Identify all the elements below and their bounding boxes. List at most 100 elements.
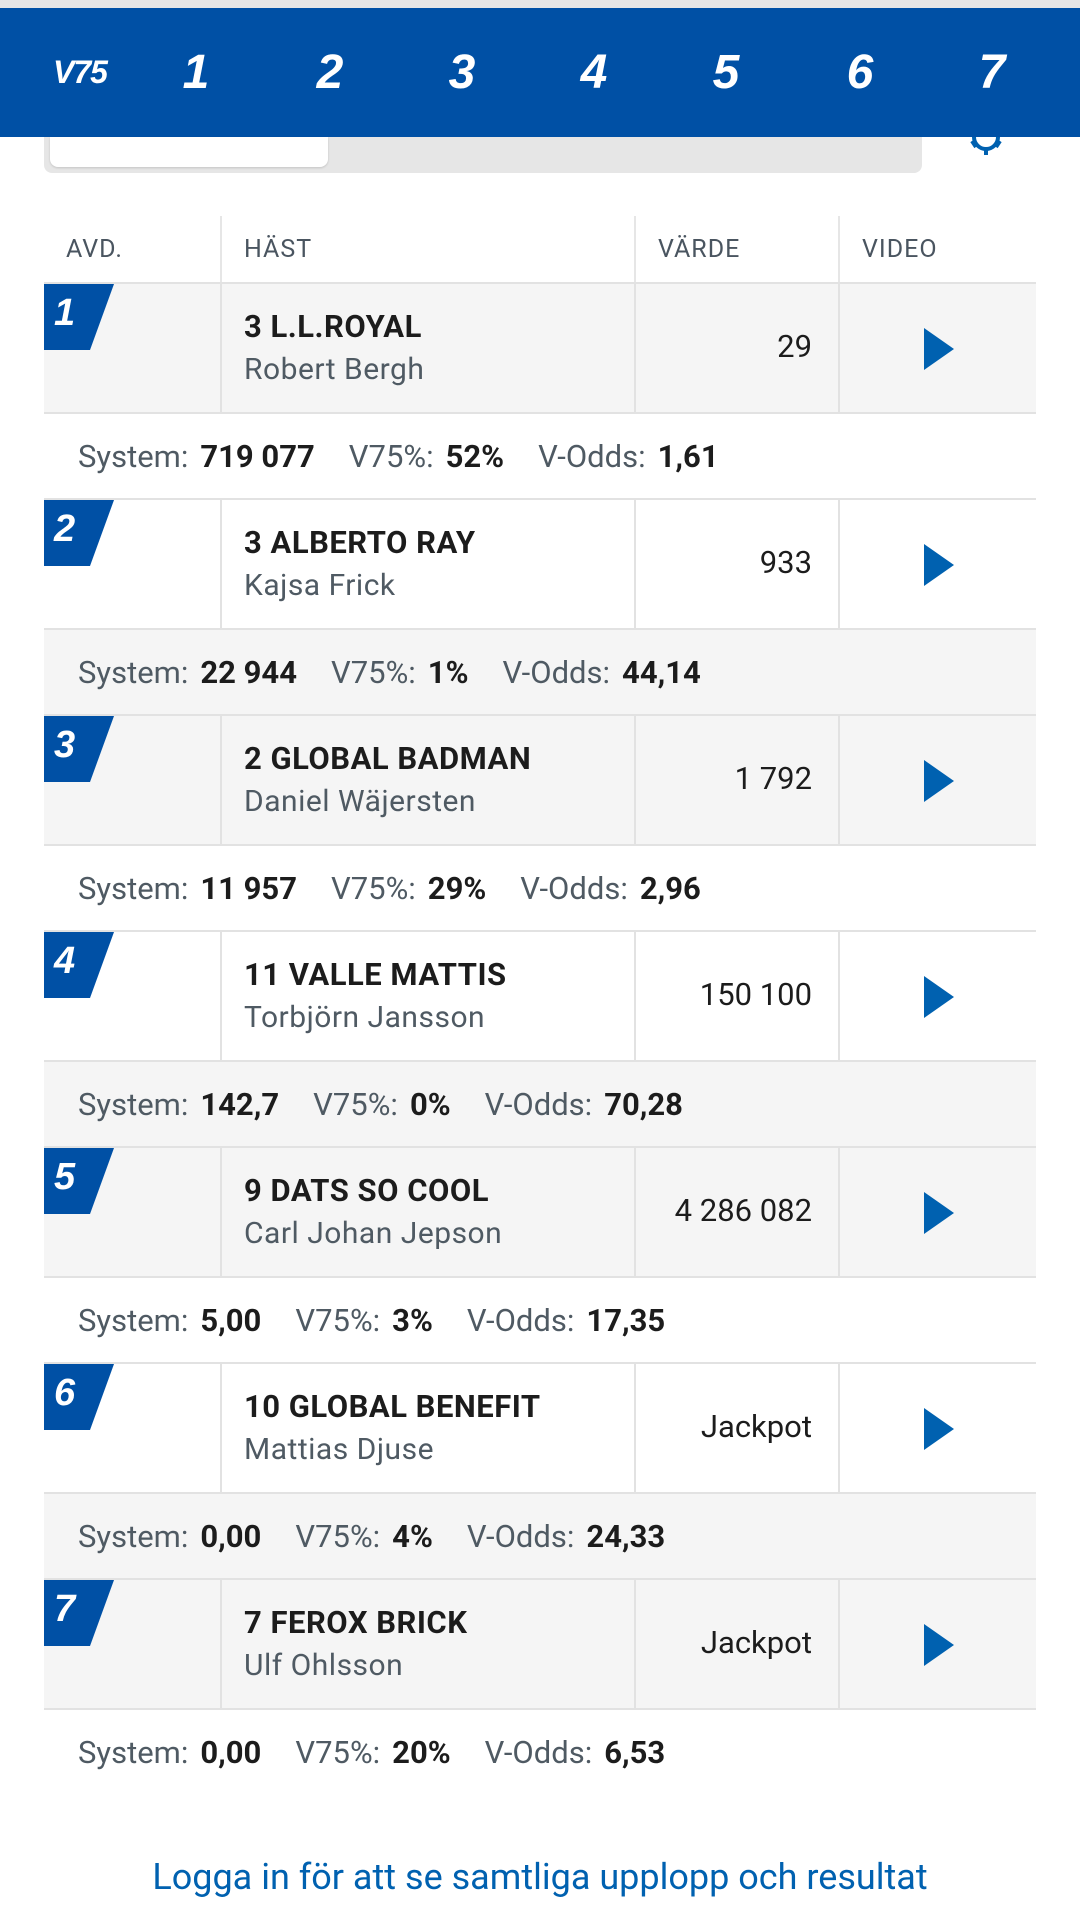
cell-divider [838, 932, 840, 1060]
nav-race-6[interactable]: 6 [846, 46, 874, 99]
race-number-badge [44, 1148, 114, 1214]
race-row[interactable]: 2 3 ALBERTO RAY Kajsa Frick 933 [44, 498, 1036, 630]
pct-value: 1% [427, 653, 469, 691]
cell-divider [634, 1364, 636, 1492]
top-strip [0, 0, 1080, 8]
pct-value: 29% [427, 869, 487, 907]
pool-value: Jackpot [700, 1408, 812, 1445]
driver-name: Robert Bergh [244, 352, 425, 387]
nav-race-1[interactable]: 1 [182, 46, 210, 99]
race-stats: System: 11 957 V75%: 29% V-Odds: 2,96 [44, 846, 1036, 930]
pct-value: 0% [409, 1085, 451, 1123]
horse-name[interactable]: 3 L.L.ROYAL [244, 308, 422, 345]
col-avd: AVD. [66, 234, 123, 264]
horse-name[interactable]: 7 FEROX BRICK [244, 1604, 468, 1641]
race-row[interactable]: 4 11 VALLE MATTIS Torbjörn Jansson 150 1… [44, 930, 1036, 1062]
table-header: AVD. HÄST VÄRDE VIDEO [44, 216, 1036, 284]
system-label: System: [78, 1517, 189, 1555]
nav-race-3[interactable]: 3 [448, 46, 476, 99]
pool-value: 933 [759, 544, 812, 581]
race-stats: System: 5,00 V75%: 3% V-Odds: 17,35 [44, 1278, 1036, 1362]
play-video-icon[interactable] [924, 760, 954, 802]
play-video-icon[interactable] [924, 1624, 954, 1666]
cell-divider [634, 932, 636, 1060]
play-video-icon[interactable] [924, 1408, 954, 1450]
nav-race-7[interactable]: 7 [978, 46, 1006, 99]
odds-value: 24,33 [586, 1517, 666, 1555]
pct-label: V75%: [313, 1085, 398, 1123]
odds-label: V-Odds: [484, 1733, 593, 1771]
cell-divider [634, 1580, 636, 1708]
odds-label: V-Odds: [538, 437, 646, 475]
odds-value: 6,53 [604, 1733, 666, 1771]
race-stats: System: 0,00 V75%: 20% V-Odds: 6,53 [44, 1710, 1036, 1794]
cell-divider [838, 716, 840, 844]
play-video-icon[interactable] [924, 544, 954, 586]
race-number: 7 [54, 1588, 76, 1630]
race-number-badge [44, 500, 114, 566]
pct-label: V75%: [295, 1301, 381, 1339]
driver-name: Kajsa Frick [244, 568, 396, 603]
pct-label: V75%: [295, 1517, 381, 1555]
driver-name: Torbjörn Jansson [244, 1000, 486, 1035]
system-label: System: [78, 1301, 189, 1339]
pool-value: 29 [777, 328, 812, 365]
race-stats: System: 719 077 V75%: 52% V-Odds: 1,61 [44, 414, 1036, 498]
nav-race-2[interactable]: 2 [316, 46, 344, 99]
settings-icon[interactable] [962, 137, 1010, 157]
play-video-icon[interactable] [924, 328, 954, 370]
system-label: System: [78, 653, 189, 691]
horse-name[interactable]: 10 GLOBAL BENEFIT [244, 1388, 541, 1425]
system-value: 5,00 [200, 1301, 262, 1339]
driver-name: Daniel Wäjersten [244, 784, 476, 819]
race-row[interactable]: 1 3 L.L.ROYAL Robert Bergh 29 [44, 282, 1036, 414]
pool-value: 4 286 082 [674, 1192, 812, 1229]
cell-divider [634, 1148, 636, 1276]
play-video-icon[interactable] [924, 1192, 954, 1234]
horse-name[interactable]: 2 GLOBAL BADMAN [244, 740, 532, 777]
race-stats: System: 0,00 V75%: 4% V-Odds: 24,33 [44, 1494, 1036, 1578]
cell-divider [838, 1148, 840, 1276]
pct-value: 52% [445, 437, 505, 475]
pct-label: V75%: [295, 1733, 381, 1771]
cell-divider [838, 284, 840, 412]
pool-value: 1 792 [734, 760, 812, 797]
race-number-badge [44, 716, 114, 782]
race-row[interactable]: 5 9 DATS SO COOL Carl Johan Jepson 4 286… [44, 1146, 1036, 1278]
race-number: 5 [54, 1156, 76, 1198]
race-number: 2 [54, 508, 76, 550]
segment-thumb[interactable] [50, 137, 328, 167]
pct-label: V75%: [331, 869, 416, 907]
odds-value: 17,35 [586, 1301, 666, 1339]
race-number-badge [44, 284, 114, 350]
system-value: 0,00 [200, 1733, 262, 1771]
driver-name: Carl Johan Jepson [244, 1216, 503, 1251]
horse-name[interactable]: 3 ALBERTO RAY [244, 524, 476, 561]
nav-brand-v75[interactable]: V75 [53, 54, 108, 90]
horse-name[interactable]: 9 DATS SO COOL [244, 1172, 490, 1209]
pool-value: Jackpot [700, 1624, 812, 1661]
system-label: System: [78, 1085, 189, 1123]
login-link[interactable]: Logga in för att se samtliga upplopp och… [152, 1856, 928, 1898]
race-stats: System: 22 944 V75%: 1% V-Odds: 44,14 [44, 630, 1036, 714]
race-number-badge [44, 1364, 114, 1430]
nav-race-5[interactable]: 5 [712, 46, 740, 99]
system-value: 11 957 [200, 869, 297, 907]
system-label: System: [78, 869, 189, 907]
nav-race-4[interactable]: 4 [580, 46, 608, 99]
race-row[interactable]: 6 10 GLOBAL BENEFIT Mattias Djuse Jackpo… [44, 1362, 1036, 1494]
race-stats: System: 142,7 V75%: 0% V-Odds: 70,28 [44, 1062, 1036, 1146]
race-row[interactable]: 3 2 GLOBAL BADMAN Daniel Wäjersten 1 792 [44, 714, 1036, 846]
pct-label: V75%: [331, 653, 416, 691]
col-hast: HÄST [220, 216, 312, 282]
race-row[interactable]: 7 7 FEROX BRICK Ulf Ohlsson Jackpot [44, 1578, 1036, 1710]
cell-divider [220, 932, 222, 1060]
col-varde: VÄRDE [634, 216, 740, 282]
system-value: 0,00 [200, 1517, 262, 1555]
cell-divider [634, 500, 636, 628]
cell-divider [220, 1364, 222, 1492]
play-video-icon[interactable] [924, 976, 954, 1018]
race-number-badge [44, 932, 114, 998]
horse-name[interactable]: 11 VALLE MATTIS [244, 956, 507, 993]
cell-divider [220, 716, 222, 844]
